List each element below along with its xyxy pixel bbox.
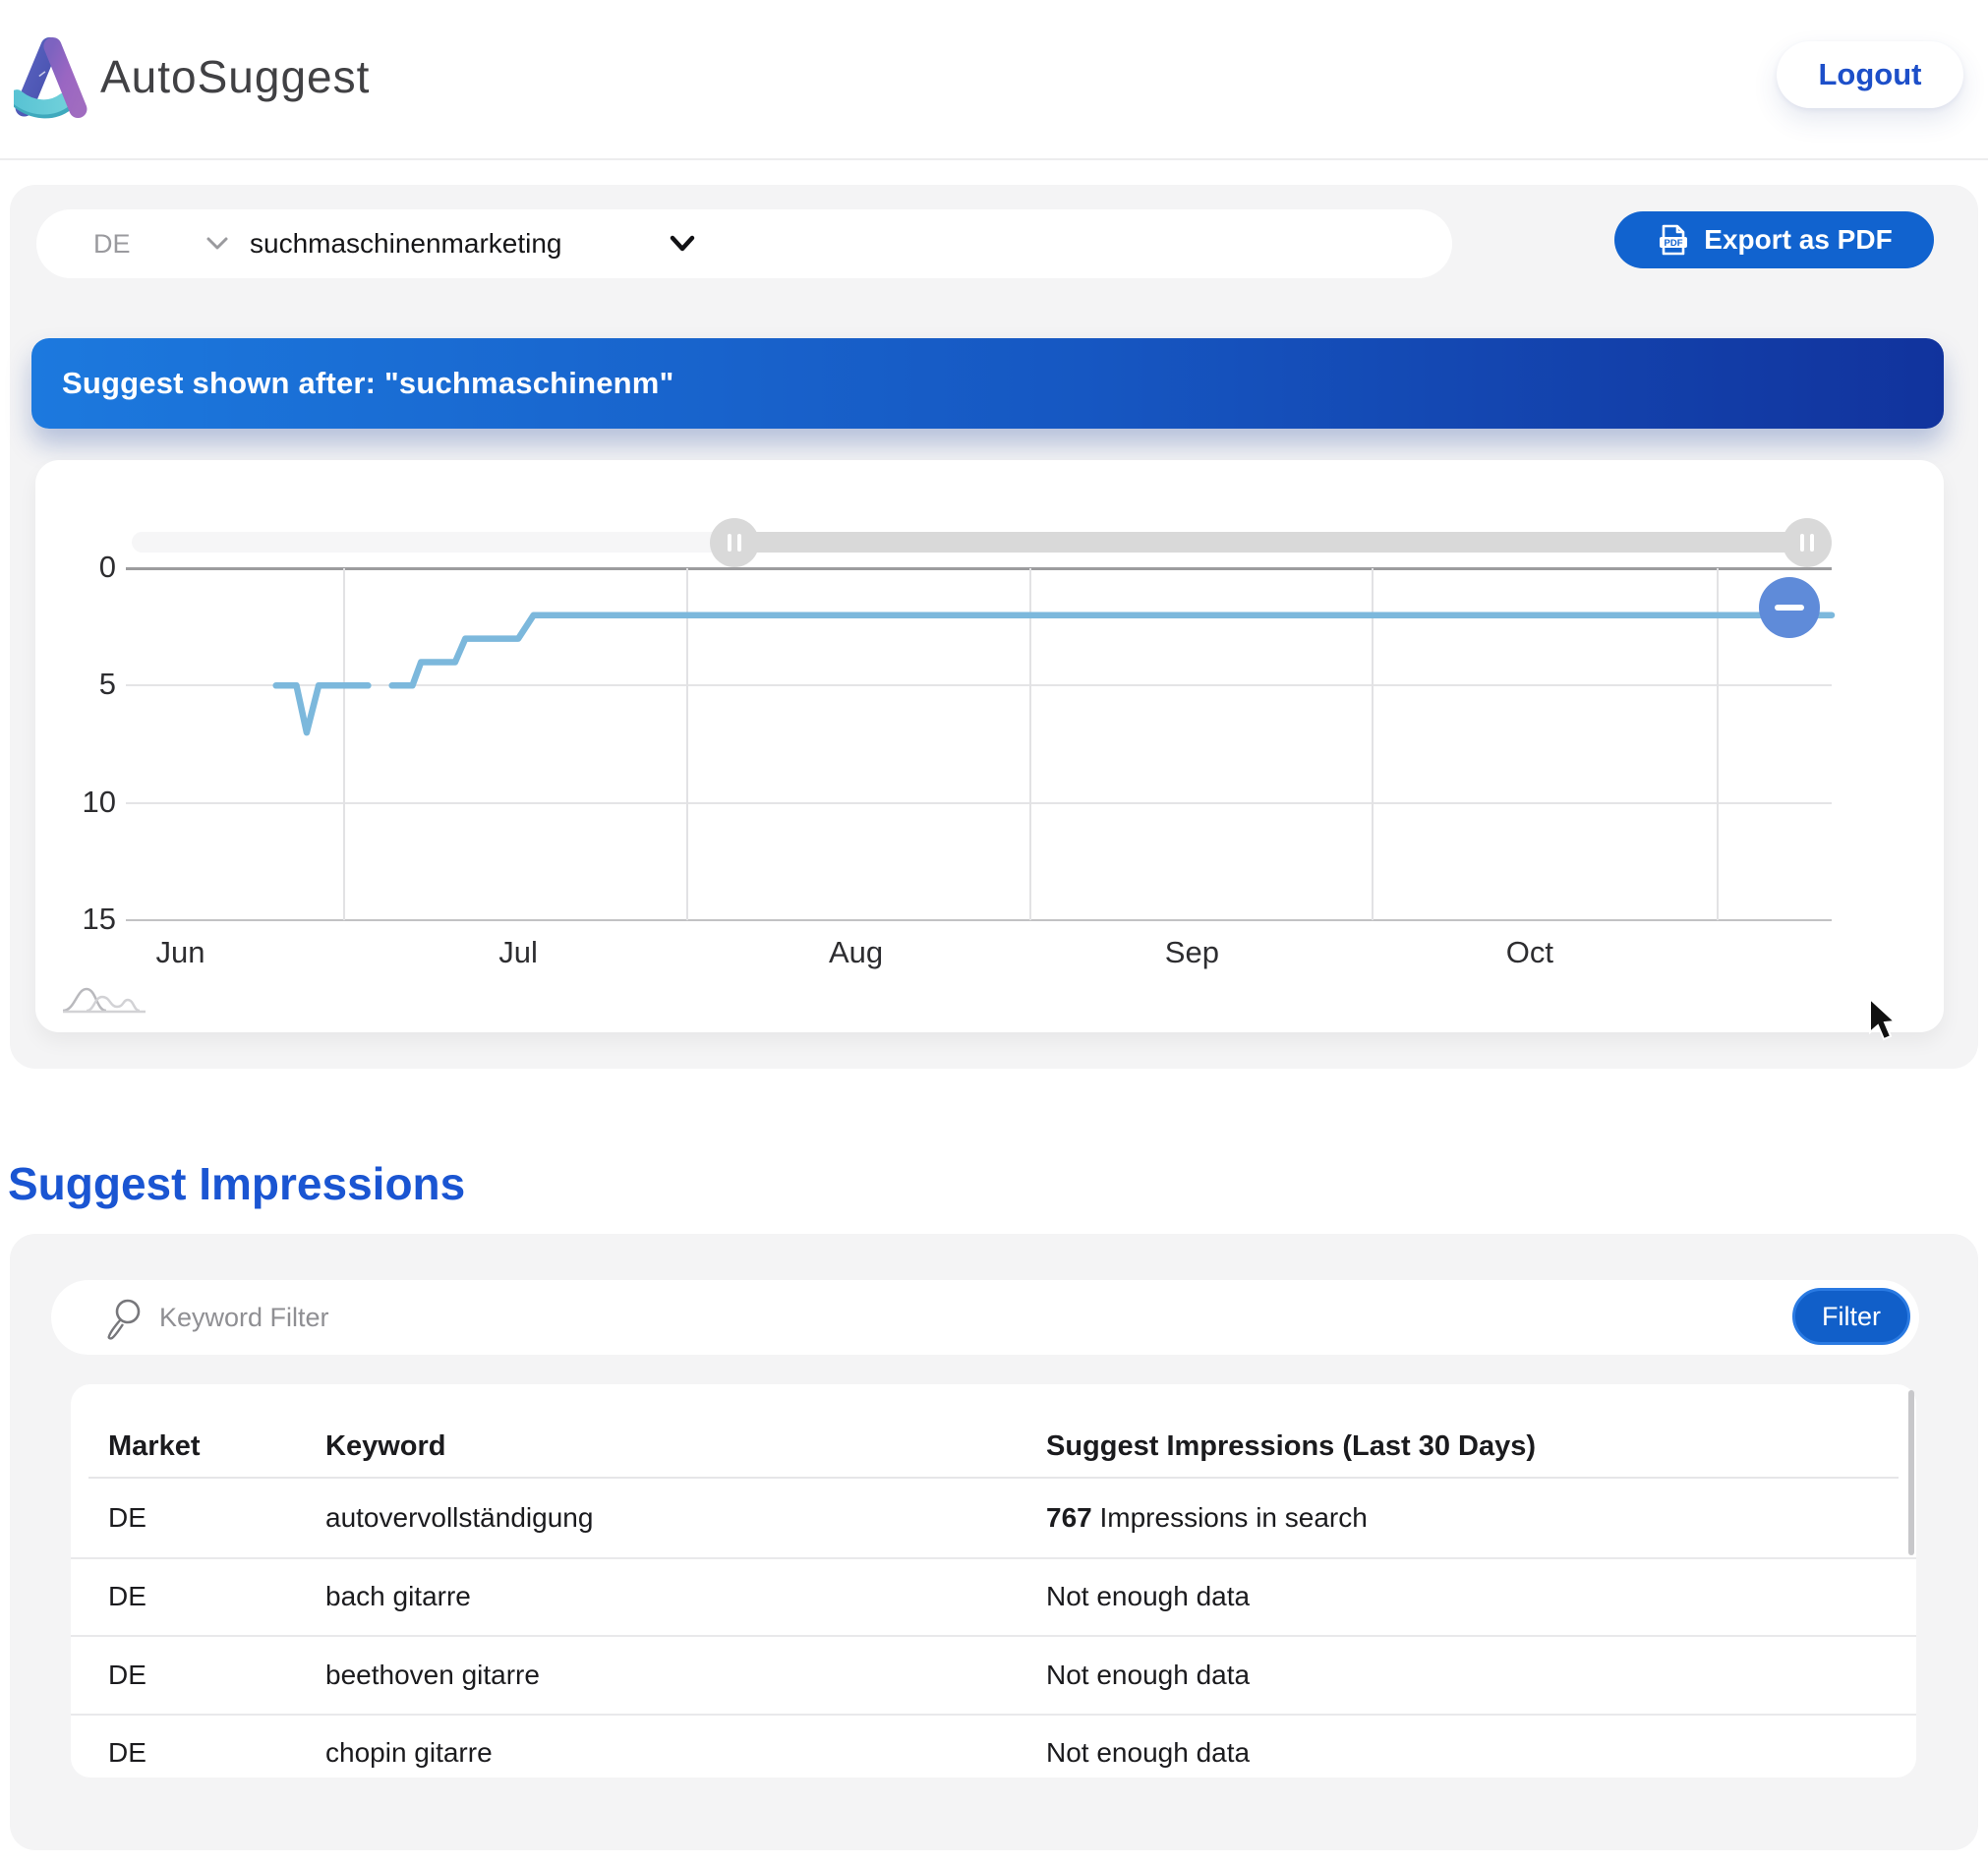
- table-row: DE autovervollständigung 767 Impressions i…: [71, 1479, 1916, 1557]
- filter-button[interactable]: Filter: [1792, 1288, 1910, 1345]
- minus-icon: [1774, 604, 1804, 611]
- mouse-cursor: [1869, 997, 1898, 1041]
- market-cell: DE: [108, 1737, 146, 1769]
- rank-chart-card: [35, 460, 1944, 1032]
- slider-left-handle[interactable]: [710, 517, 760, 567]
- keyword-select[interactable]: suchmaschinenmarketing: [250, 209, 562, 278]
- keyword-cell: beethoven gitarre: [325, 1659, 540, 1690]
- logout-label: Logout: [1818, 57, 1922, 91]
- chevron-down-icon: [670, 235, 695, 252]
- export-pdf-button[interactable]: PDF Export as PDF: [1614, 211, 1934, 268]
- keyword-cell: chopin gitarre: [325, 1737, 493, 1769]
- market-select[interactable]: DE: [93, 209, 131, 278]
- keyword-search-bar: DE suchmaschinenmarketing: [36, 209, 1452, 278]
- keyword-filter-placeholder: Keyword Filter: [159, 1302, 329, 1332]
- handle-grip-bar: [1800, 533, 1805, 552]
- impressions-section-title: Suggest Impressions: [8, 1158, 466, 1209]
- handle-grip-bar: [737, 533, 742, 552]
- autosuggest-logo-icon: [14, 36, 88, 119]
- column-header-keyword: Keyword: [325, 1430, 446, 1462]
- market-cell: DE: [108, 1659, 146, 1690]
- impressions-table-card: Market Keyword Suggest Impressions (Last…: [71, 1384, 1916, 1778]
- slider-right-handle[interactable]: [1783, 517, 1833, 567]
- export-pdf-label: Export as PDF: [1704, 224, 1893, 255]
- chart-end-marker-button[interactable]: [1758, 576, 1820, 638]
- keyword-select-value: suchmaschinenmarketing: [250, 228, 562, 259]
- keyword-filter-bar: Keyword Filter: [51, 1280, 1919, 1355]
- table-rows: DE autovervollständigung 767 Impressions i…: [71, 1479, 1916, 1778]
- header-bar: AutoSuggest Logout: [0, 0, 1988, 160]
- keyword-cell: bach gitarre: [325, 1581, 471, 1612]
- suggest-shown-banner: Suggest shown after: "suchmaschinenm": [31, 338, 1944, 429]
- table-header-divider: [88, 1477, 1899, 1479]
- impressions-cell: Not enough data: [1046, 1659, 1251, 1690]
- filter-button-label: Filter: [1822, 1301, 1881, 1331]
- table-row: DE bach gitarre Not enough data: [71, 1556, 1916, 1636]
- column-header-market: Market: [108, 1430, 201, 1462]
- table-header-row: Market Keyword Suggest Impressions (Last…: [71, 1421, 1916, 1477]
- handle-grip-bar: [1810, 533, 1815, 552]
- keyword-cell: autovervollständigung: [325, 1501, 594, 1533]
- chevron-down-icon: [206, 237, 228, 250]
- handle-grip-bar: [728, 533, 732, 552]
- keyword-filter-input[interactable]: Keyword Filter: [159, 1280, 329, 1355]
- logout-button[interactable]: Logout: [1777, 41, 1963, 108]
- sparkline-icon: [62, 987, 146, 1014]
- table-row: DE beethoven gitarre Not enough data: [71, 1635, 1916, 1714]
- pdf-icon-label: PDF: [1665, 238, 1683, 249]
- market-cell: DE: [108, 1581, 146, 1612]
- table-scrollbar[interactable]: [1908, 1390, 1914, 1555]
- brand-name: AutoSuggest: [100, 51, 371, 102]
- impressions-cell: Not enough data: [1046, 1737, 1251, 1769]
- search-icon: [107, 1299, 141, 1340]
- market-select-value: DE: [93, 228, 131, 259]
- banner-text: Suggest shown after: "suchmaschinenm": [62, 366, 674, 400]
- column-header-impressions: Suggest Impressions (Last 30 Days): [1046, 1430, 1536, 1462]
- market-cell: DE: [108, 1501, 146, 1533]
- impressions-cell: 767 Impressions in search: [1046, 1501, 1368, 1533]
- table-row: DE chopin gitarre Not enough data: [71, 1713, 1916, 1778]
- pdf-file-icon: PDF: [1660, 224, 1688, 256]
- impressions-cell: Not enough data: [1046, 1581, 1251, 1612]
